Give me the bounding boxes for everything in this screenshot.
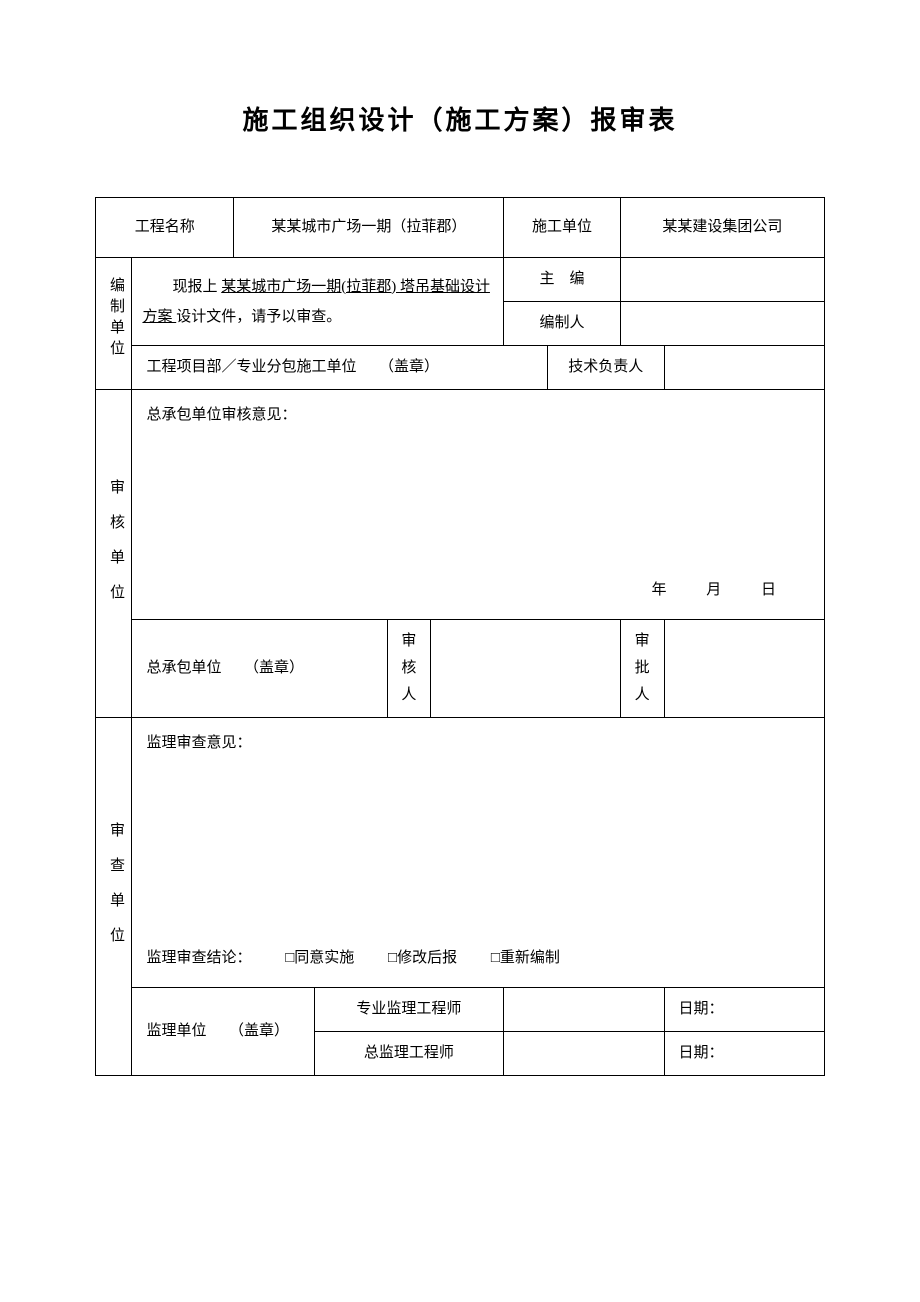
approval-form-table: 工程名称 某某城市广场一期（拉菲郡） 施工单位 某某建设集团公司 编制单位 现报…: [95, 197, 825, 1076]
chief-engineer-date-label: 日期：: [664, 1032, 824, 1076]
tech-leader-label: 技术负责人: [547, 346, 664, 390]
submit-text-cell: 现报上 某某城市广场一期(拉菲郡) 塔吊基础设计方案 设计文件，请予以审查。: [132, 258, 504, 346]
construction-unit-label: 施工单位: [504, 198, 621, 258]
approver-value: [664, 620, 824, 718]
option-revise: □修改后报: [388, 950, 457, 966]
chief-editor-label: 主 编: [504, 258, 621, 302]
contractor-stamp: 总承包单位 （盖章）: [132, 620, 387, 718]
option-agree: □同意实施: [285, 950, 354, 966]
review-row-2: 监理单位 （盖章） 专业监理工程师 日期：: [96, 988, 825, 1032]
compile-section-label: 编制单位: [96, 258, 132, 390]
compiler-label: 编制人: [504, 302, 621, 346]
project-name-value: 某某城市广场一期（拉菲郡）: [234, 198, 504, 258]
review-row-1: 审查单位 监理审查意见： 监理审查结论： □同意实施 □修改后报 □重新编制: [96, 718, 825, 988]
compile-row-1: 编制单位 现报上 某某城市广场一期(拉菲郡) 塔吊基础设计方案 设计文件，请予以…: [96, 258, 825, 302]
audit-opinion-label: 总承包单位审核意见：: [146, 402, 810, 429]
review-opinion-label: 监理审查意见：: [146, 730, 810, 757]
reviewer-value: [431, 620, 621, 718]
construction-unit-value: 某某建设集团公司: [620, 198, 824, 258]
conclusion-label: 监理审查结论：: [146, 950, 251, 966]
chief-engineer-value: [504, 1032, 664, 1076]
project-dept-stamp: 工程项目部／专业分包施工单位 （盖章）: [132, 346, 547, 390]
audit-opinion-cell: 总承包单位审核意见： 年 月 日: [132, 390, 825, 620]
audit-section-label: 审核单位: [96, 390, 132, 718]
audit-row-1: 审核单位 总承包单位审核意见： 年 月 日: [96, 390, 825, 620]
option-redo: □重新编制: [491, 950, 560, 966]
conclusion-line: 监理审查结论： □同意实施 □修改后报 □重新编制: [146, 945, 810, 972]
header-row: 工程名称 某某城市广场一期（拉菲郡） 施工单位 某某建设集团公司: [96, 198, 825, 258]
compiler-value: [620, 302, 824, 346]
review-opinion-cell: 监理审查意见： 监理审查结论： □同意实施 □修改后报 □重新编制: [132, 718, 825, 988]
reviewer-label: 审核人: [387, 620, 431, 718]
audit-row-2: 总承包单位 （盖章） 审核人 审批人: [96, 620, 825, 718]
pro-engineer-date-label: 日期：: [664, 988, 824, 1032]
compile-row-3: 工程项目部／专业分包施工单位 （盖章） 技术负责人: [96, 346, 825, 390]
pro-engineer-label: 专业监理工程师: [314, 988, 504, 1032]
review-section-label: 审查单位: [96, 718, 132, 1076]
approver-label: 审批人: [620, 620, 664, 718]
chief-engineer-label: 总监理工程师: [314, 1032, 504, 1076]
chief-editor-value: [620, 258, 824, 302]
tech-leader-value: [664, 346, 824, 390]
pro-engineer-value: [504, 988, 664, 1032]
project-name-label: 工程名称: [96, 198, 234, 258]
page-title: 施工组织设计（施工方案）报审表: [95, 100, 825, 137]
audit-date-line: 年 月 日: [633, 577, 794, 604]
supervisor-stamp: 监理单位 （盖章）: [132, 988, 314, 1076]
